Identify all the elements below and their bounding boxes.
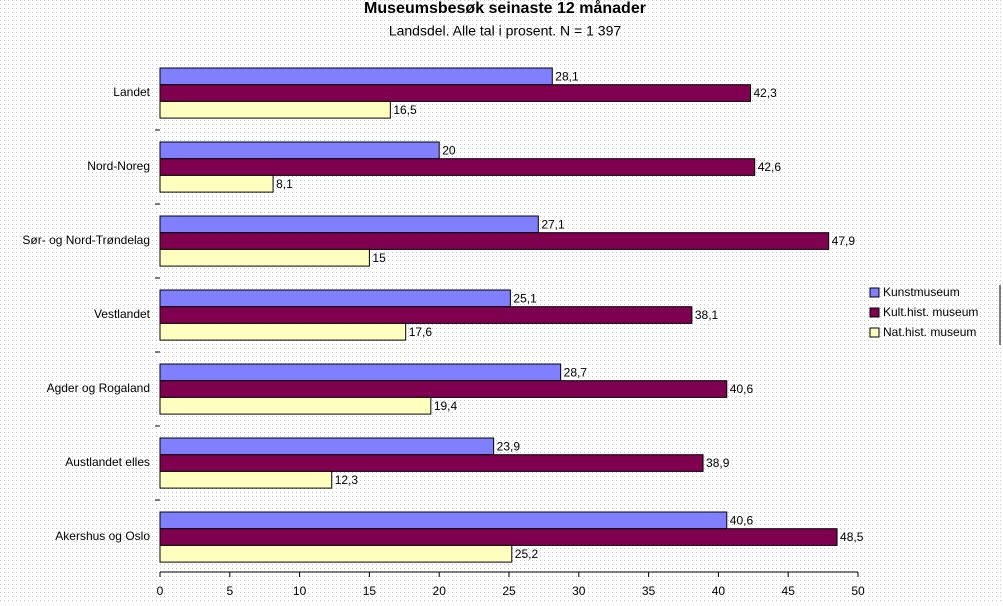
value-label: 20: [442, 144, 456, 158]
legend-swatch: [869, 327, 880, 338]
category-label: Agder og Rogaland: [47, 381, 150, 395]
bar: [159, 174, 274, 193]
value-label: 38,1: [695, 308, 719, 322]
bar: [159, 100, 391, 119]
value-label: 47,9: [832, 234, 856, 248]
chart-title: Museumsbesøk seinaste 12 månader: [364, 0, 646, 17]
x-tick-label: 45: [782, 584, 796, 598]
category-label: Akershus og Oslo: [55, 529, 150, 543]
bar: [159, 248, 370, 267]
x-tick-label: 10: [293, 584, 307, 598]
value-label: 17,6: [409, 325, 433, 339]
x-tick-label: 0: [157, 584, 164, 598]
category-label: Nord-Noreg: [87, 159, 150, 173]
value-label: 42,3: [754, 86, 778, 100]
x-tick-label: 5: [226, 584, 233, 598]
value-label: 28,1: [555, 70, 579, 84]
bar: [159, 528, 838, 546]
bar: [159, 158, 756, 176]
bar: [159, 84, 752, 102]
value-label: 23,9: [497, 440, 521, 454]
bar: [159, 396, 432, 415]
value-label: 28,7: [564, 366, 588, 380]
value-label: 15: [372, 251, 386, 265]
legend-swatch: [869, 307, 880, 318]
value-label: 48,5: [840, 530, 864, 544]
bar: [159, 289, 511, 308]
value-label: 25,1: [513, 292, 537, 306]
value-label: 40,6: [730, 514, 754, 528]
value-label: 8,1: [276, 177, 293, 191]
value-label: 19,4: [434, 399, 458, 413]
bar: [159, 363, 562, 382]
category-label: Landet: [113, 85, 150, 99]
bar: [159, 322, 407, 341]
bar: [159, 454, 704, 472]
value-label: 16,5: [393, 103, 417, 117]
value-label: 40,6: [730, 382, 754, 396]
legend-label: Kult.hist. museum: [883, 305, 978, 319]
legend-swatch: [869, 287, 880, 298]
bar: [159, 511, 728, 530]
x-tick-label: 40: [712, 584, 726, 598]
x-tick-label: 30: [572, 584, 586, 598]
bar: [159, 437, 495, 456]
x-tick-label: 50: [851, 584, 865, 598]
category-label: Vestlandet: [94, 307, 151, 321]
category-label: Sør- og Nord-Trøndelag: [22, 233, 150, 247]
value-label: 27,1: [541, 218, 565, 232]
chart-subtitle: Landsdel. Alle tal i prosent. N = 1 397: [389, 23, 622, 39]
bar: [159, 215, 539, 234]
legend-label: Kunstmuseum: [883, 285, 960, 299]
x-tick-label: 35: [642, 584, 656, 598]
bar: [159, 470, 333, 489]
x-tick-label: 20: [433, 584, 447, 598]
x-tick-label: 25: [502, 584, 516, 598]
bar: [159, 141, 440, 160]
x-tick-label: 15: [363, 584, 377, 598]
value-label: 25,2: [515, 547, 539, 561]
value-label: 12,3: [335, 473, 359, 487]
category-label: Austlandet elles: [65, 455, 150, 469]
value-label: 42,6: [758, 160, 782, 174]
bar: [159, 306, 693, 324]
bar: [159, 380, 728, 398]
value-label: 38,9: [706, 456, 730, 470]
bar: [159, 544, 513, 563]
legend-label: Nat.hist. museum: [883, 325, 976, 339]
bar: [159, 232, 830, 250]
bar: [159, 67, 553, 86]
